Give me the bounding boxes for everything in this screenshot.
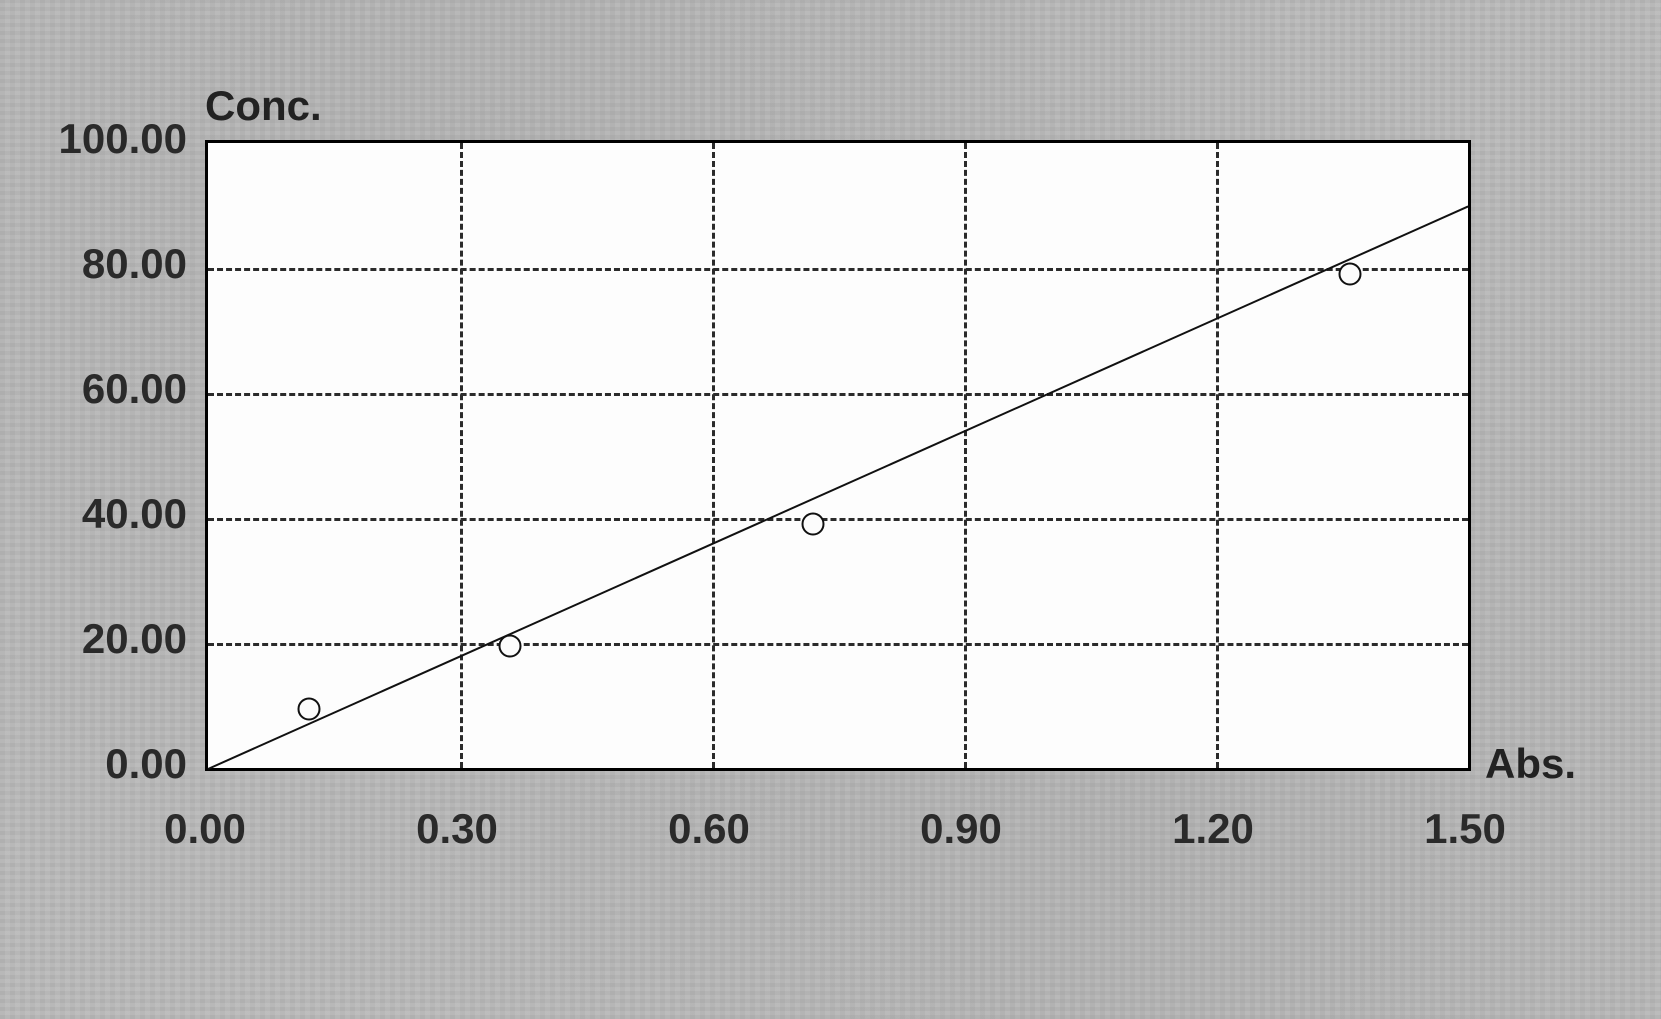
y-tick-label: 20.00 <box>0 615 187 663</box>
gridline-vertical <box>964 143 967 768</box>
gridline-vertical <box>1216 143 1219 768</box>
gridline-horizontal <box>208 518 1468 521</box>
gridline-vertical <box>712 143 715 768</box>
data-point-marker <box>1339 263 1362 286</box>
gridline-vertical <box>460 143 463 768</box>
y-tick-label: 100.00 <box>0 115 187 163</box>
x-tick-label: 1.50 <box>1385 805 1545 853</box>
y-tick-label: 0.00 <box>0 740 187 788</box>
regression-line <box>208 206 1469 770</box>
chart-y-axis-title: Conc. <box>205 82 322 130</box>
gridline-horizontal <box>208 393 1468 396</box>
x-tick-label: 0.00 <box>125 805 285 853</box>
x-tick-label: 1.20 <box>1133 805 1293 853</box>
x-tick-label: 0.60 <box>629 805 789 853</box>
chart-x-axis-title: Abs. <box>1485 740 1576 788</box>
data-point-marker <box>297 697 320 720</box>
x-tick-label: 0.90 <box>881 805 1041 853</box>
data-point-marker <box>499 635 522 658</box>
page-root: 0.00 20.00 40.00 60.00 80.00 100.00 0.00 0.30 0… <box>0 0 1661 1019</box>
y-tick-label: 40.00 <box>0 490 187 538</box>
y-tick-label: 60.00 <box>0 365 187 413</box>
chart-plot-area <box>205 140 1471 771</box>
y-tick-label: 80.00 <box>0 240 187 288</box>
gridline-horizontal <box>208 268 1468 271</box>
x-tick-label: 0.30 <box>377 805 537 853</box>
data-point-marker <box>801 513 824 536</box>
gridline-horizontal <box>208 643 1468 646</box>
